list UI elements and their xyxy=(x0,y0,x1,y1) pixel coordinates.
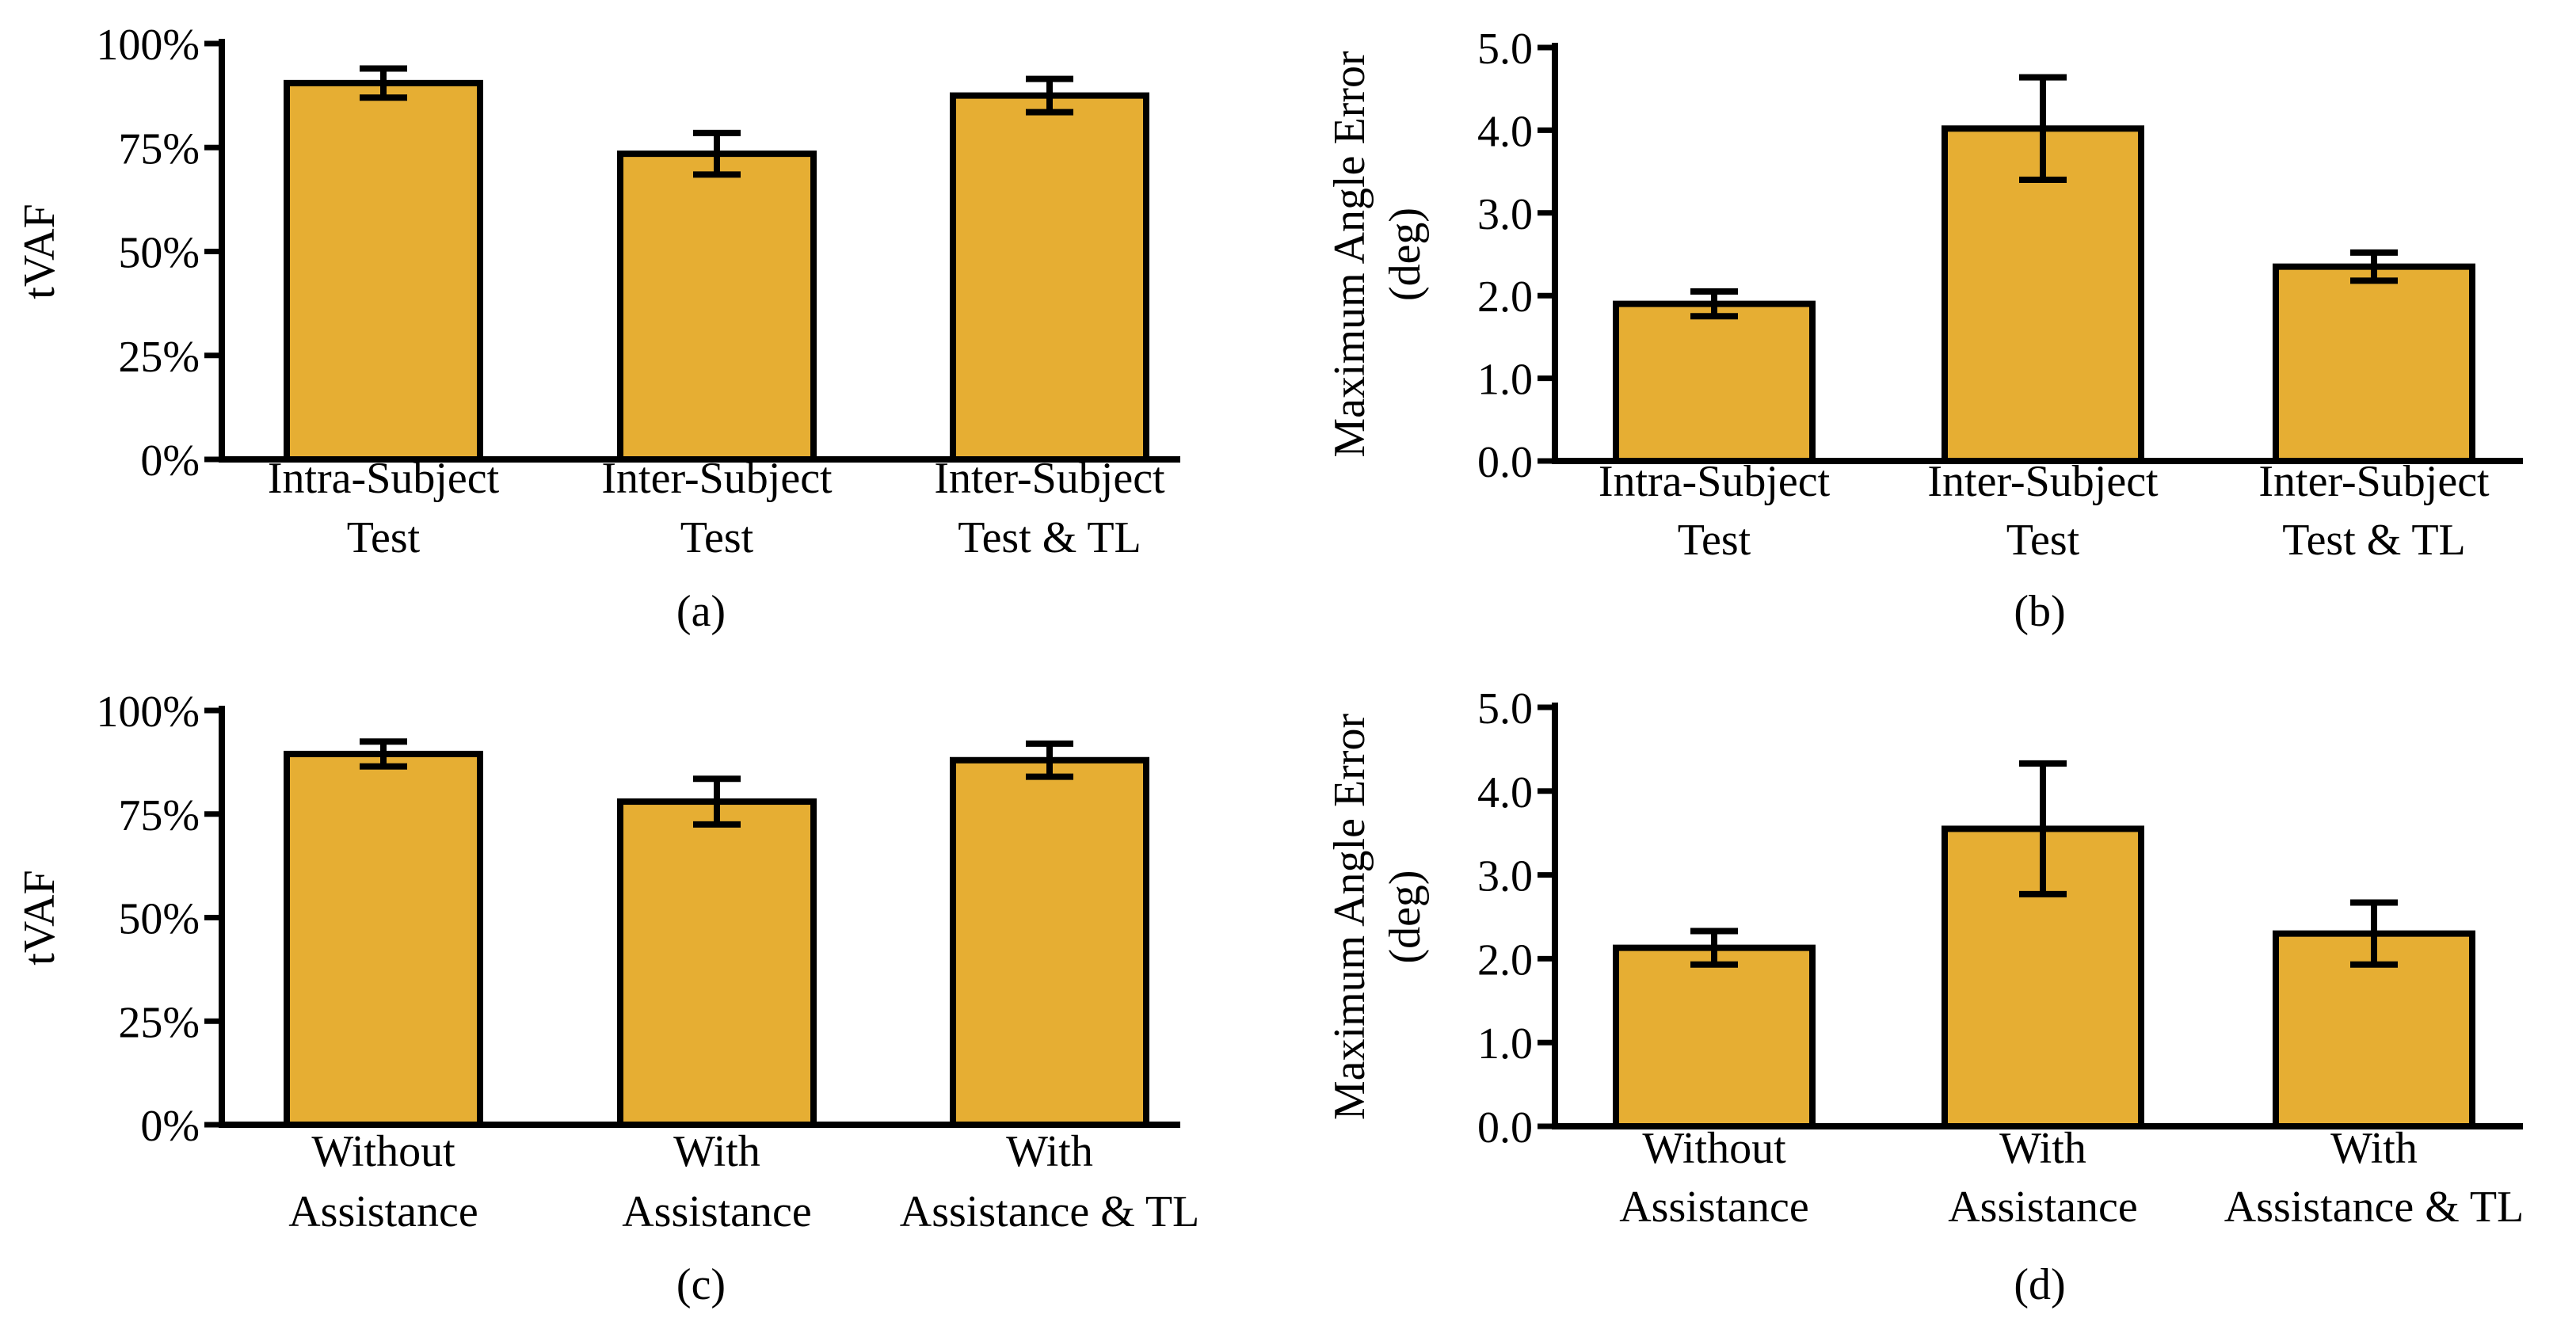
y-axis-label: tVAF xyxy=(15,204,64,299)
x-tick-label: Test xyxy=(347,513,421,562)
y-tick-label: 25% xyxy=(118,998,200,1047)
y-tick-label: 0% xyxy=(140,1102,200,1151)
y-tick-label: 5.0 xyxy=(1477,684,1533,733)
bar xyxy=(617,150,817,463)
x-tick-label: Test & TL xyxy=(958,513,1141,562)
x-tick-label: With xyxy=(2330,1124,2418,1173)
y-tick-label: 75% xyxy=(118,791,200,840)
y-axis-label: Maximum Angle Error xyxy=(1325,51,1374,458)
chart-panel-2: 0.0 1.0 2.0 3.0 4.0 5.0 Maximum Angle Error (de… xyxy=(1325,25,2523,636)
y-tick-label: 50% xyxy=(118,895,200,944)
bar xyxy=(2273,263,2475,464)
x-tick-label: With xyxy=(673,1127,760,1176)
y-tick-label: 2.0 xyxy=(1477,935,1533,985)
y-axis-label: tVAF xyxy=(15,870,64,965)
bar xyxy=(950,92,1149,463)
y-axis-label: (deg) xyxy=(1381,208,1430,301)
y-tick-label: 50% xyxy=(118,229,200,278)
x-tick-label: Without xyxy=(1642,1124,1786,1173)
chart-panel-3: 0% 25% 50% 75% 100% tVAF Without Assistance With… xyxy=(15,688,1199,1309)
bar xyxy=(1613,944,1816,1129)
y-tick-label: 0.0 xyxy=(1477,1103,1533,1152)
x-tick-label: Assistance xyxy=(1619,1183,1809,1232)
x-tick-label: Inter-Subject xyxy=(1927,457,2159,506)
x-tick-label: Intra-Subject xyxy=(268,454,500,503)
x-tick-label: Assistance xyxy=(622,1187,812,1236)
y-tick-label: 4.0 xyxy=(1477,768,1533,817)
y-tick-label: 25% xyxy=(118,333,200,382)
y-tick-label: 3.0 xyxy=(1477,190,1533,239)
y-tick-label: 2.0 xyxy=(1477,272,1533,322)
x-tick-label: Assistance & TL xyxy=(2224,1183,2524,1232)
bar xyxy=(1942,125,2144,464)
y-tick-label: 5.0 xyxy=(1477,25,1533,74)
bar xyxy=(284,750,483,1128)
y-tick-label: 0.0 xyxy=(1477,438,1533,487)
y-tick-label: 4.0 xyxy=(1477,107,1533,156)
panel-label: (c) xyxy=(676,1260,726,1309)
bar xyxy=(950,756,1149,1128)
y-tick-label: 1.0 xyxy=(1477,356,1533,405)
bar xyxy=(1613,300,1816,465)
x-tick-label: Test xyxy=(1678,516,1751,565)
x-tick-label: Intra-Subject xyxy=(1599,457,1831,506)
panel-label: (b) xyxy=(2014,587,2065,636)
x-tick-label: Test & TL xyxy=(2282,516,2465,565)
y-axis-label: (deg) xyxy=(1381,870,1430,963)
y-tick-label: 0% xyxy=(140,436,200,486)
bar xyxy=(617,798,817,1128)
y-tick-label: 3.0 xyxy=(1477,852,1533,901)
x-tick-label: Assistance & TL xyxy=(900,1187,1199,1236)
x-tick-label: With xyxy=(1999,1124,2086,1173)
x-tick-label: With xyxy=(1006,1127,1093,1176)
chart-panel-4: 0.0 1.0 2.0 3.0 4.0 5.0 Maximum Angle Error (de… xyxy=(1325,684,2524,1309)
x-tick-label: Inter-Subject xyxy=(2258,457,2490,506)
x-tick-label: Assistance xyxy=(1948,1183,2138,1232)
y-tick-label: 100% xyxy=(96,688,200,737)
bar xyxy=(284,79,483,463)
panel-label: (a) xyxy=(676,587,726,636)
chart-panel-1: 0% 25% 50% 75% 100% tVAF Intra-Subject Test Inte… xyxy=(15,21,1180,636)
y-tick-label: 1.0 xyxy=(1477,1019,1533,1068)
y-tick-label: 100% xyxy=(96,21,200,70)
panel-label: (d) xyxy=(2014,1260,2065,1309)
y-tick-label: 75% xyxy=(118,124,200,173)
x-tick-label: Test xyxy=(2006,516,2080,565)
x-tick-label: Without xyxy=(311,1127,455,1176)
y-axis-label: Maximum Angle Error xyxy=(1325,714,1374,1121)
x-tick-label: Inter-Subject xyxy=(601,454,833,503)
x-tick-label: Inter-Subject xyxy=(934,454,1165,503)
x-tick-label: Test xyxy=(680,513,754,562)
x-tick-label: Assistance xyxy=(288,1187,478,1236)
